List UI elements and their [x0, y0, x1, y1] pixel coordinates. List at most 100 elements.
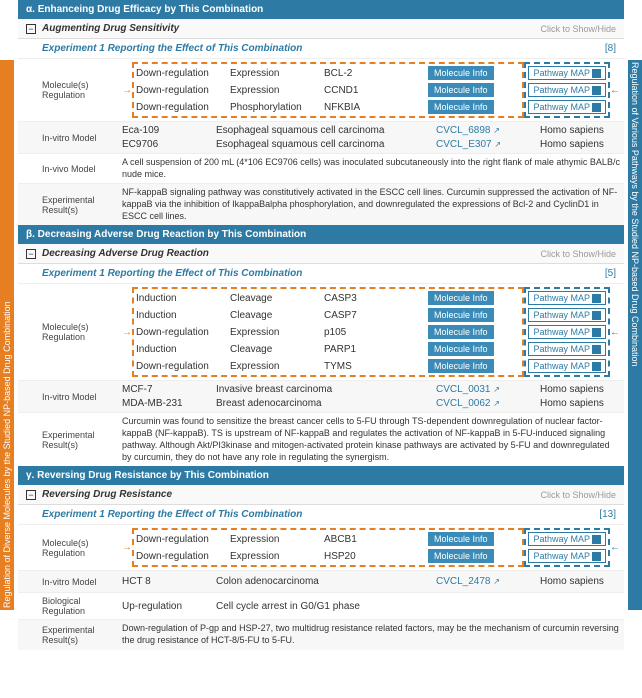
molecule-row: Down-regulationExpressionBCL-2Molecule I…	[136, 66, 520, 80]
species: Homo sapiens	[540, 398, 620, 409]
reference-link[interactable]: [5]	[605, 268, 616, 279]
show-hide[interactable]: Click to Show/Hide	[540, 490, 616, 500]
label-result: Experimental Result(s)	[42, 625, 122, 645]
cvcl-link[interactable]: CVCL_0062 ↗	[436, 398, 536, 409]
map-icon	[592, 328, 601, 337]
target: BCL-2	[324, 68, 424, 79]
species: Homo sapiens	[540, 576, 620, 587]
map-icon	[592, 86, 601, 95]
regulation: Down-regulation	[136, 534, 226, 545]
arrow-icon: ←	[610, 85, 620, 96]
molecule-info-button[interactable]: Molecule Info	[428, 325, 494, 339]
vitro-entry: Eca-109Esophageal squamous cell carcinom…	[122, 125, 620, 136]
section-header: α. Enhanceing Drug Efficacy by This Comb…	[18, 0, 624, 19]
map-icon	[592, 294, 601, 303]
show-hide[interactable]: Click to Show/Hide	[540, 24, 616, 34]
molecule-box: Down-regulation Expression ABCB1 Molecule I…	[132, 528, 524, 567]
molecule-info-button[interactable]: Molecule Info	[428, 66, 494, 80]
external-link-icon: ↗	[493, 399, 500, 408]
molecule-info-button[interactable]: Molecule Info	[428, 532, 494, 546]
label-result: Experimental Result(s)	[42, 430, 122, 450]
molecule-info-button[interactable]: Molecule Info	[428, 359, 494, 373]
pathway-map-button[interactable]: Pathway MAP	[528, 83, 606, 97]
cvcl-link[interactable]: CVCL_2478 ↗	[436, 576, 536, 587]
external-link-icon: ↗	[493, 126, 500, 135]
sub-header[interactable]: −Decreasing Adverse Drug ReactionClick t…	[18, 244, 624, 264]
target: ABCB1	[324, 534, 424, 545]
arrow-icon: →	[122, 327, 132, 338]
regulation: Induction	[136, 293, 226, 304]
molecule-info-button[interactable]: Molecule Info	[428, 291, 494, 305]
sub-header[interactable]: −Reversing Drug ResistanceClick to Show/…	[18, 485, 624, 505]
label-bio: Biological Regulation	[42, 596, 122, 616]
target: PARP1	[324, 344, 424, 355]
expand-icon[interactable]: −	[26, 24, 36, 34]
regulation: Induction	[136, 344, 226, 355]
molecule-info-button[interactable]: Molecule Info	[428, 308, 494, 322]
tissue: Esophageal squamous cell carcinoma	[216, 125, 432, 136]
pathway-map-button[interactable]: Pathway MAP	[528, 308, 606, 322]
map-icon	[592, 552, 601, 561]
label-molecules: Molecule(s) Regulation	[42, 538, 122, 558]
molecule-info-button[interactable]: Molecule Info	[428, 83, 494, 97]
cvcl-link[interactable]: CVCL_0031 ↗	[436, 384, 536, 395]
invitro-row: In-vitro ModelEca-109Esophageal squamous…	[18, 121, 624, 153]
reg-type: Expression	[230, 327, 320, 338]
pathway-map-button[interactable]: Pathway MAP	[528, 549, 606, 563]
target: CCND1	[324, 85, 424, 96]
expand-icon[interactable]: −	[26, 490, 36, 500]
vitro-entry: HCT 8Colon adenocarcinomaCVCL_2478 ↗Homo…	[122, 576, 620, 587]
external-link-icon: ↗	[494, 140, 501, 149]
reference-link[interactable]: [8]	[605, 43, 616, 54]
section-header: γ. Reversing Drug Resistance by This Com…	[18, 466, 624, 485]
molecule-info-button[interactable]: Molecule Info	[428, 100, 494, 114]
molecule-regulation-row: Molecule(s) Regulation→ Down-regulation Ex…	[18, 524, 624, 570]
show-hide[interactable]: Click to Show/Hide	[540, 249, 616, 259]
molecule-row: Down-regulation Expression ABCB1 Molecule I…	[136, 532, 520, 546]
arrow-icon: →	[122, 85, 132, 96]
pathway-map-button[interactable]: Pathway MAP	[528, 100, 606, 114]
pathway-map-button[interactable]: Pathway MAP	[528, 325, 606, 339]
molecule-row: Down-regulationPhosphorylationNFKBIAMole…	[136, 100, 520, 114]
pathway-map-button[interactable]: Pathway MAP	[528, 342, 606, 356]
reg-type: Expression	[230, 85, 320, 96]
vitro-entry: EC9706Esophageal squamous cell carcinoma…	[122, 139, 620, 150]
external-link-icon: ↗	[493, 385, 500, 394]
cell-line: EC9706	[122, 139, 212, 150]
map-icon	[592, 311, 601, 320]
side-label-left: Regulation of Diverse Molecules by the S…	[0, 60, 14, 610]
reg-type: Expression	[230, 534, 320, 545]
regulation: Down-regulation	[136, 361, 226, 372]
sub-header[interactable]: −Augmenting Drug SensitivityClick to Sho…	[18, 19, 624, 39]
regulation: Down-regulation	[136, 102, 226, 113]
pathway-map-button[interactable]: Pathway MAP	[528, 66, 606, 80]
species: Homo sapiens	[540, 125, 620, 136]
pathway-map-button[interactable]: Pathway MAP	[528, 291, 606, 305]
species: Homo sapiens	[540, 139, 620, 150]
cvcl-link[interactable]: CVCL_6898 ↗	[436, 125, 536, 136]
molecule-info-button[interactable]: Molecule Info	[428, 342, 494, 356]
tissue: Colon adenocarcinoma	[216, 576, 432, 587]
external-link-icon: ↗	[493, 577, 500, 586]
reference-link[interactable]: [13]	[599, 509, 616, 520]
map-icon	[592, 69, 601, 78]
pathway-map-button[interactable]: Pathway MAP	[528, 359, 606, 373]
result-text: NF-kappaB signaling pathway was constitu…	[122, 187, 620, 222]
pathway-map-button[interactable]: Pathway MAP	[528, 532, 606, 546]
experiment-header: Experiment 1 Reporting the Effect of Thi…	[18, 505, 624, 524]
label-invivo: In-vivo Model	[42, 164, 122, 174]
molecule-row: Down-regulationExpressionCCND1Molecule I…	[136, 83, 520, 97]
cell-line: MDA-MB-231	[122, 398, 212, 409]
target: NFKBIA	[324, 102, 424, 113]
invivo-text: A cell suspension of 200 mL (4*106 EC970…	[122, 157, 620, 180]
cvcl-link[interactable]: CVCL_E307 ↗	[436, 139, 536, 150]
arrow-icon: ←	[610, 327, 620, 338]
expand-icon[interactable]: −	[26, 249, 36, 259]
invitro-row: In-vitro ModelHCT 8Colon adenocarcinomaC…	[18, 570, 624, 592]
molecule-info-button[interactable]: Molecule Info	[428, 549, 494, 563]
molecule-row: InductionCleavagePARP1Molecule Info	[136, 342, 520, 356]
reg-type: Expression	[230, 551, 320, 562]
arrow-icon: →	[122, 542, 132, 553]
arrow-icon: ←	[610, 542, 620, 553]
result-row: Experimental Result(s)Down-regulation of…	[18, 619, 624, 649]
